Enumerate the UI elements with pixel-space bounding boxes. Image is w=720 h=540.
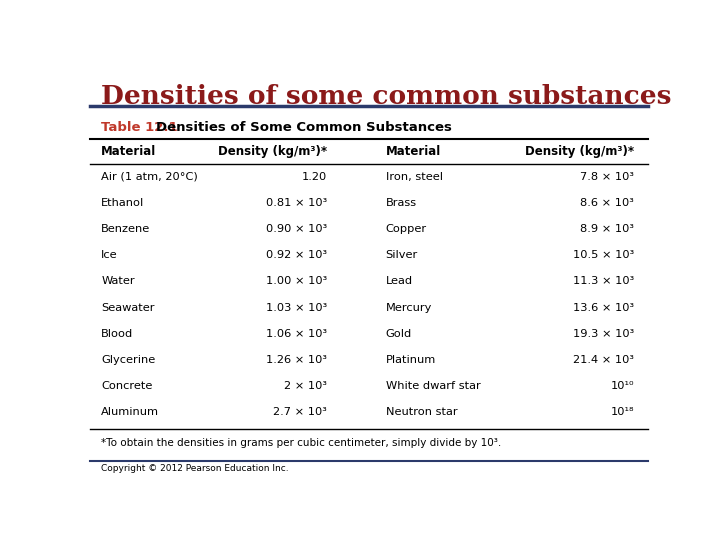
Text: Densities of some common substances: Densities of some common substances: [101, 84, 672, 109]
Text: Ice: Ice: [101, 250, 118, 260]
Text: Material: Material: [386, 145, 441, 158]
Text: Benzene: Benzene: [101, 224, 150, 234]
Text: 10¹⁰: 10¹⁰: [611, 381, 634, 391]
Text: 13.6 × 10³: 13.6 × 10³: [573, 302, 634, 313]
Text: Iron, steel: Iron, steel: [386, 172, 443, 181]
Text: 11.3 × 10³: 11.3 × 10³: [573, 276, 634, 286]
Text: 1.03 × 10³: 1.03 × 10³: [266, 302, 327, 313]
Text: Brass: Brass: [386, 198, 417, 208]
Text: 1.00 × 10³: 1.00 × 10³: [266, 276, 327, 286]
Text: Ethanol: Ethanol: [101, 198, 145, 208]
Text: *To obtain the densities in grams per cubic centimeter, simply divide by 10³.: *To obtain the densities in grams per cu…: [101, 438, 501, 448]
Text: 8.6 × 10³: 8.6 × 10³: [580, 198, 634, 208]
Text: 10¹⁸: 10¹⁸: [611, 407, 634, 417]
Text: Platinum: Platinum: [386, 355, 436, 365]
Text: Aluminum: Aluminum: [101, 407, 159, 417]
Text: Copper: Copper: [386, 224, 427, 234]
Text: Material: Material: [101, 145, 156, 158]
Text: Blood: Blood: [101, 329, 133, 339]
Text: White dwarf star: White dwarf star: [386, 381, 480, 391]
Text: 0.90 × 10³: 0.90 × 10³: [266, 224, 327, 234]
Text: 21.4 × 10³: 21.4 × 10³: [573, 355, 634, 365]
Text: 2.7 × 10³: 2.7 × 10³: [274, 407, 327, 417]
Text: 8.9 × 10³: 8.9 × 10³: [580, 224, 634, 234]
Text: Water: Water: [101, 276, 135, 286]
Text: 7.8 × 10³: 7.8 × 10³: [580, 172, 634, 181]
Text: Gold: Gold: [386, 329, 412, 339]
Text: 0.81 × 10³: 0.81 × 10³: [266, 198, 327, 208]
Text: Neutron star: Neutron star: [386, 407, 457, 417]
Text: Density (kg/m³)*: Density (kg/m³)*: [218, 145, 327, 158]
Text: 1.26 × 10³: 1.26 × 10³: [266, 355, 327, 365]
Text: 1.20: 1.20: [302, 172, 327, 181]
Text: Table 12.1: Table 12.1: [101, 121, 187, 134]
Text: Lead: Lead: [386, 276, 413, 286]
Text: 10.5 × 10³: 10.5 × 10³: [573, 250, 634, 260]
Text: 0.92 × 10³: 0.92 × 10³: [266, 250, 327, 260]
Text: 1.06 × 10³: 1.06 × 10³: [266, 329, 327, 339]
Text: Glycerine: Glycerine: [101, 355, 156, 365]
Text: Mercury: Mercury: [386, 302, 432, 313]
Text: Density (kg/m³)*: Density (kg/m³)*: [525, 145, 634, 158]
Text: Concrete: Concrete: [101, 381, 153, 391]
Text: Densities of Some Common Substances: Densities of Some Common Substances: [156, 121, 451, 134]
Text: Silver: Silver: [386, 250, 418, 260]
Text: Copyright © 2012 Pearson Education Inc.: Copyright © 2012 Pearson Education Inc.: [101, 464, 289, 473]
Text: 2 × 10³: 2 × 10³: [284, 381, 327, 391]
Text: Seawater: Seawater: [101, 302, 155, 313]
Text: 19.3 × 10³: 19.3 × 10³: [573, 329, 634, 339]
Text: Air (1 atm, 20°C): Air (1 atm, 20°C): [101, 172, 198, 181]
